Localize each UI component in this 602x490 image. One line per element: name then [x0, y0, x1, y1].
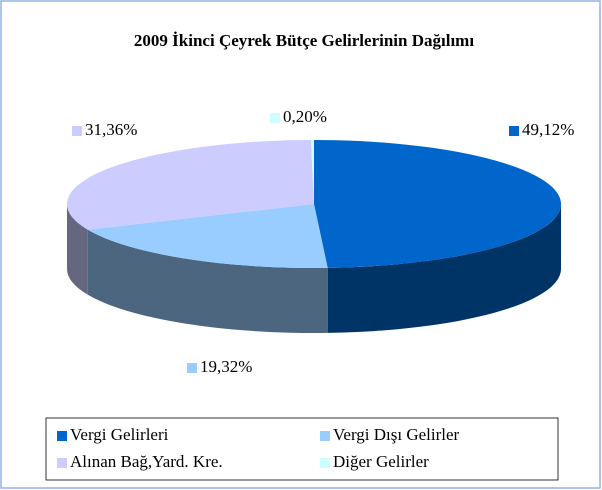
- legend-swatch: [320, 431, 330, 441]
- legend-label: Alınan Bağ,Yard. Kre.: [70, 452, 223, 471]
- slice: [87, 204, 328, 268]
- slice: [314, 140, 561, 268]
- label-swatch: [72, 126, 82, 136]
- slice: [66, 140, 314, 230]
- data-label: 49,12%: [522, 120, 574, 139]
- legend-label: Diğer Gelirler: [333, 452, 429, 471]
- slice-side: [87, 229, 328, 333]
- label-swatch: [187, 363, 197, 373]
- data-label: 0,20%: [283, 107, 327, 126]
- data-label: 31,36%: [85, 120, 137, 139]
- slice-side: [67, 204, 88, 295]
- legend-label: Vergi Dışı Gelirler: [333, 425, 460, 444]
- legend-swatch: [320, 458, 330, 468]
- label-swatch: [509, 126, 519, 136]
- legend-swatch: [57, 458, 67, 468]
- legend-swatch: [57, 431, 67, 441]
- legend-label: Vergi Gelirleri: [70, 425, 169, 444]
- legend-box: [45, 417, 559, 481]
- slice: [310, 140, 314, 204]
- data-label: 19,32%: [200, 357, 252, 376]
- chart-title: 2009 İkinci Çeyrek Bütçe Gelirlerinin Da…: [134, 31, 474, 50]
- slice-side: [327, 204, 561, 333]
- label-swatch: [270, 113, 280, 123]
